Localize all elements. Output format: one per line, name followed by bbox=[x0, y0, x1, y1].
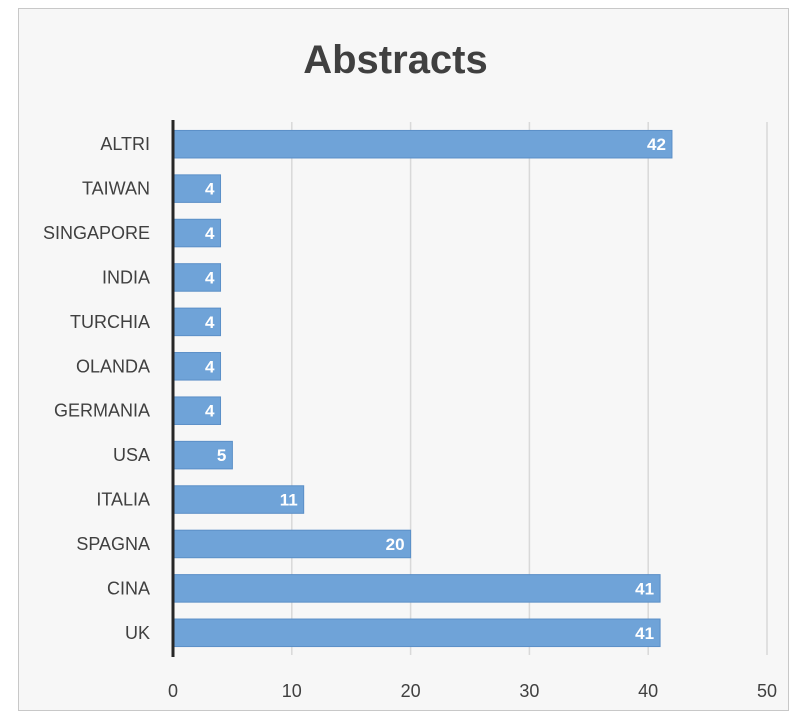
category-label: TAIWAN bbox=[82, 179, 150, 199]
bar-italia bbox=[172, 485, 305, 514]
x-tick-label: 30 bbox=[519, 681, 539, 701]
bar-turchia bbox=[172, 307, 222, 337]
bar-value-label: 4 bbox=[205, 180, 215, 199]
category-label: USA bbox=[113, 445, 150, 465]
bar-value-label: 4 bbox=[205, 313, 215, 332]
x-tick-label: 0 bbox=[168, 681, 178, 701]
bar-singapore bbox=[172, 218, 222, 248]
category-label: TURCHIA bbox=[70, 312, 150, 332]
bar-value-label: 41 bbox=[635, 579, 654, 598]
category-label: ALTRI bbox=[100, 134, 150, 154]
category-label: INDIA bbox=[102, 267, 150, 287]
bar-value-label: 5 bbox=[217, 446, 226, 465]
bar-value-label: 41 bbox=[635, 624, 654, 643]
bar-value-label: 4 bbox=[205, 357, 215, 376]
x-tick-label: 40 bbox=[638, 681, 658, 701]
bar-value-label: 4 bbox=[205, 402, 215, 421]
bar-value-label: 20 bbox=[386, 535, 405, 554]
x-tick-label: 10 bbox=[282, 681, 302, 701]
bar-altri bbox=[172, 129, 673, 159]
bar-cina bbox=[172, 574, 661, 603]
bar-value-label: 11 bbox=[280, 491, 298, 510]
bar-uk bbox=[172, 618, 661, 648]
chart-title: Abstracts bbox=[303, 38, 488, 82]
x-tick-label: 50 bbox=[757, 681, 777, 701]
bar-olanda bbox=[172, 352, 222, 381]
bar-spagna bbox=[172, 529, 412, 559]
bar-value-label: 42 bbox=[647, 135, 666, 154]
category-label: OLANDA bbox=[76, 356, 150, 376]
category-label: ITALIA bbox=[96, 490, 150, 510]
bar-germania bbox=[172, 396, 222, 425]
category-label: CINA bbox=[107, 578, 150, 598]
category-label: SPAGNA bbox=[76, 534, 150, 554]
x-tick-label: 20 bbox=[401, 681, 421, 701]
bar-value-label: 4 bbox=[205, 268, 215, 287]
bar-taiwan bbox=[172, 174, 222, 203]
bar-value-label: 4 bbox=[205, 224, 215, 243]
bar-usa bbox=[172, 440, 233, 470]
category-label: SINGAPORE bbox=[43, 223, 150, 243]
bar-india bbox=[172, 263, 222, 292]
category-label: UK bbox=[125, 623, 150, 643]
category-label: GERMANIA bbox=[54, 401, 150, 421]
